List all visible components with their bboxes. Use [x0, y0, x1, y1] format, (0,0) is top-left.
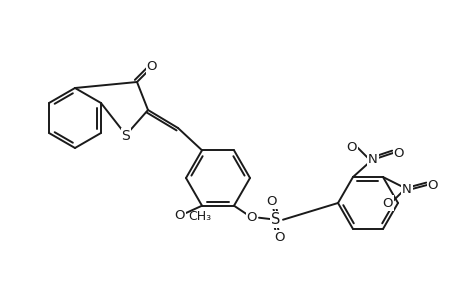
- Text: O: O: [146, 61, 157, 74]
- Text: O: O: [382, 196, 392, 209]
- Text: CH₃: CH₃: [188, 210, 211, 223]
- Text: O: O: [246, 211, 257, 224]
- Text: N: N: [401, 182, 411, 196]
- Text: O: O: [427, 178, 437, 191]
- Text: S: S: [271, 212, 280, 227]
- Text: O: O: [266, 195, 277, 208]
- Text: O: O: [174, 209, 185, 222]
- Text: O: O: [346, 140, 357, 154]
- Text: O: O: [274, 231, 285, 244]
- Text: O: O: [393, 146, 403, 160]
- Text: S: S: [121, 129, 130, 143]
- Text: N: N: [367, 152, 377, 166]
